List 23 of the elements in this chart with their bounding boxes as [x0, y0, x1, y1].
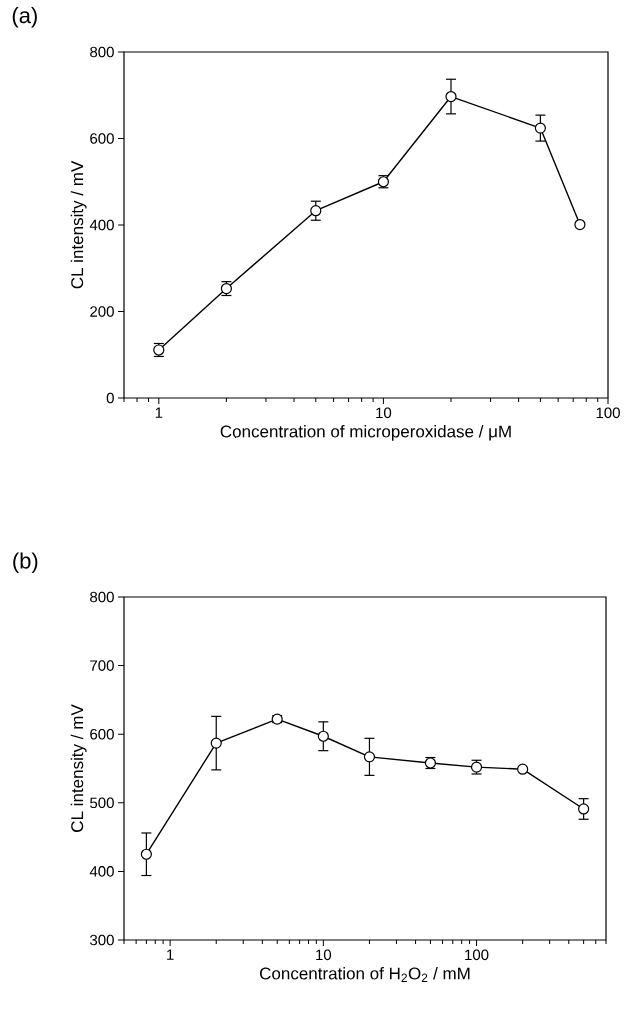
- x-axis-title: Concentration of microperoxidase / μM: [220, 425, 511, 441]
- x-tick-label: 1: [167, 949, 174, 960]
- y-tick-label: 600: [90, 133, 114, 144]
- y-tick-label: 0: [106, 392, 114, 404]
- x-tick-label: 100: [465, 949, 489, 961]
- x-tick-label: 10: [316, 949, 332, 961]
- y-tick-label: 300: [90, 934, 114, 946]
- y-axis-title: CL intensity / mV: [70, 160, 87, 289]
- y-tick-label: 800: [90, 591, 114, 603]
- x-axis-title: Concentration of H$_{2}$O$_{2}$ / mM: [260, 967, 470, 982]
- y-tick-label: 400: [89, 866, 114, 877]
- y-tick-label: 800: [90, 46, 114, 58]
- x-tick-label: 1: [155, 407, 163, 418]
- x-tick-label: 10: [376, 407, 392, 419]
- y-tick-label: 200: [90, 306, 114, 317]
- y-axis-title: CL intensity / mV: [70, 704, 87, 832]
- y-tick-label: 700: [90, 660, 114, 671]
- y-tick-label: 400: [89, 219, 114, 231]
- x-tick-label: 100: [596, 407, 620, 419]
- chart-title: (b): [13, 552, 38, 573]
- y-tick-label: 500: [90, 797, 114, 809]
- y-tick-label: 600: [90, 728, 114, 740]
- chart-title: (a): [12, 7, 37, 28]
